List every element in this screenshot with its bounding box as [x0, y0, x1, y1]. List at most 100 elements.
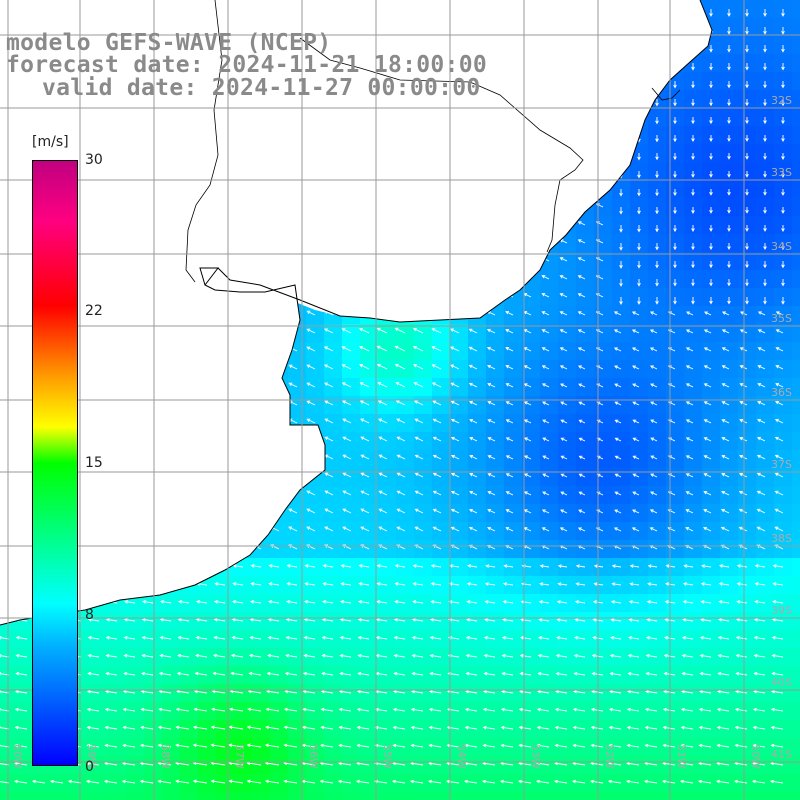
wind-cell	[702, 486, 721, 505]
wind-cell	[306, 756, 325, 775]
wind-arrow	[745, 99, 749, 107]
wind-arrow	[681, 636, 694, 640]
wind-cell	[792, 144, 800, 163]
wind-cell	[558, 792, 577, 800]
wind-arrow	[103, 779, 118, 784]
wind-cell	[648, 576, 667, 595]
wind-cell	[738, 378, 757, 397]
wind-cell	[666, 648, 685, 667]
wind-cell	[288, 576, 307, 595]
wind-cell	[738, 738, 757, 757]
wind-arrow	[195, 635, 208, 640]
wind-cell	[612, 396, 631, 415]
wind-cell	[774, 36, 793, 55]
wind-cell	[774, 72, 793, 91]
wind-cell	[360, 450, 379, 469]
wind-arrow	[727, 225, 731, 232]
wind-cell	[432, 720, 451, 739]
wind-cell	[720, 522, 739, 541]
wind-arrow	[140, 725, 154, 730]
wind-arrow	[210, 725, 226, 730]
wind-cell	[612, 684, 631, 703]
wind-cell	[486, 414, 505, 433]
wind-cell	[702, 792, 721, 800]
wind-arrow	[774, 436, 784, 442]
wind-arrow	[572, 707, 586, 712]
wind-arrow	[360, 508, 370, 514]
wind-cell	[576, 216, 595, 235]
wind-arrow	[703, 365, 712, 370]
wind-cell	[324, 720, 343, 739]
wind-cell	[612, 432, 631, 451]
wind-arrow	[536, 743, 550, 748]
wind-arrow	[448, 618, 460, 622]
wind-cell	[252, 612, 271, 631]
wind-cell	[540, 396, 559, 415]
wind-arrow	[324, 472, 334, 478]
wind-arrow	[683, 564, 694, 568]
wind-arrow	[518, 743, 532, 748]
wind-cell	[162, 774, 181, 793]
wind-cell	[630, 162, 649, 181]
wind-cell	[90, 630, 109, 649]
wind-arrow	[122, 707, 136, 712]
wind-arrow	[518, 779, 532, 784]
wind-cell	[108, 738, 127, 757]
wind-cell	[468, 378, 487, 397]
wind-cell	[360, 396, 379, 415]
wind-cell	[612, 486, 631, 505]
wind-arrow	[324, 436, 334, 442]
wind-arrow	[626, 779, 640, 784]
wind-arrow	[467, 564, 478, 568]
wind-cell	[432, 666, 451, 685]
wind-arrow	[411, 653, 424, 658]
wind-arrow	[450, 346, 460, 352]
wind-arrow	[414, 418, 424, 424]
wind-arrow	[376, 327, 388, 334]
wind-cell	[432, 540, 451, 559]
wind-arrow	[450, 472, 460, 478]
wind-cell	[774, 324, 793, 343]
wind-arrow	[637, 207, 641, 215]
wind-arrow	[700, 582, 712, 586]
wind-arrow	[680, 761, 694, 766]
wind-arrow	[320, 725, 334, 730]
wind-cell	[630, 396, 649, 415]
wind-arrow	[487, 437, 496, 442]
wind-cell	[450, 666, 469, 685]
wind-arrow	[539, 582, 550, 586]
wind-arrow	[484, 582, 496, 586]
wind-arrow	[752, 743, 766, 748]
wind-cell	[468, 702, 487, 721]
wind-arrow	[340, 600, 352, 604]
wind-cell	[558, 432, 577, 451]
wind-cell	[396, 630, 415, 649]
wind-arrow	[87, 618, 100, 622]
wind-cell	[396, 378, 415, 397]
wind-arrow	[231, 617, 244, 622]
wind-arrow	[246, 725, 262, 730]
wind-cell	[720, 180, 739, 199]
wind-cell	[324, 522, 343, 541]
wind-cell	[612, 666, 631, 685]
wind-arrow	[249, 617, 262, 622]
wind-cell	[378, 756, 397, 775]
wind-arrow	[698, 743, 712, 748]
wind-arrow	[727, 135, 731, 142]
wind-cell	[108, 666, 127, 685]
wind-cell	[522, 558, 541, 577]
wind-cell	[90, 684, 109, 703]
wind-arrow	[501, 653, 514, 658]
wind-cell	[324, 324, 343, 343]
wind-cell	[450, 792, 469, 800]
wind-cell	[576, 666, 595, 685]
wind-cell	[648, 144, 667, 163]
wind-arrow	[577, 239, 586, 244]
wind-cell	[288, 666, 307, 685]
wind-cell	[720, 216, 739, 235]
wind-cell	[738, 216, 757, 235]
wind-arrow	[673, 243, 677, 251]
wind-arrow	[432, 472, 442, 478]
wind-arrow	[195, 617, 208, 622]
wind-cell	[198, 774, 217, 793]
